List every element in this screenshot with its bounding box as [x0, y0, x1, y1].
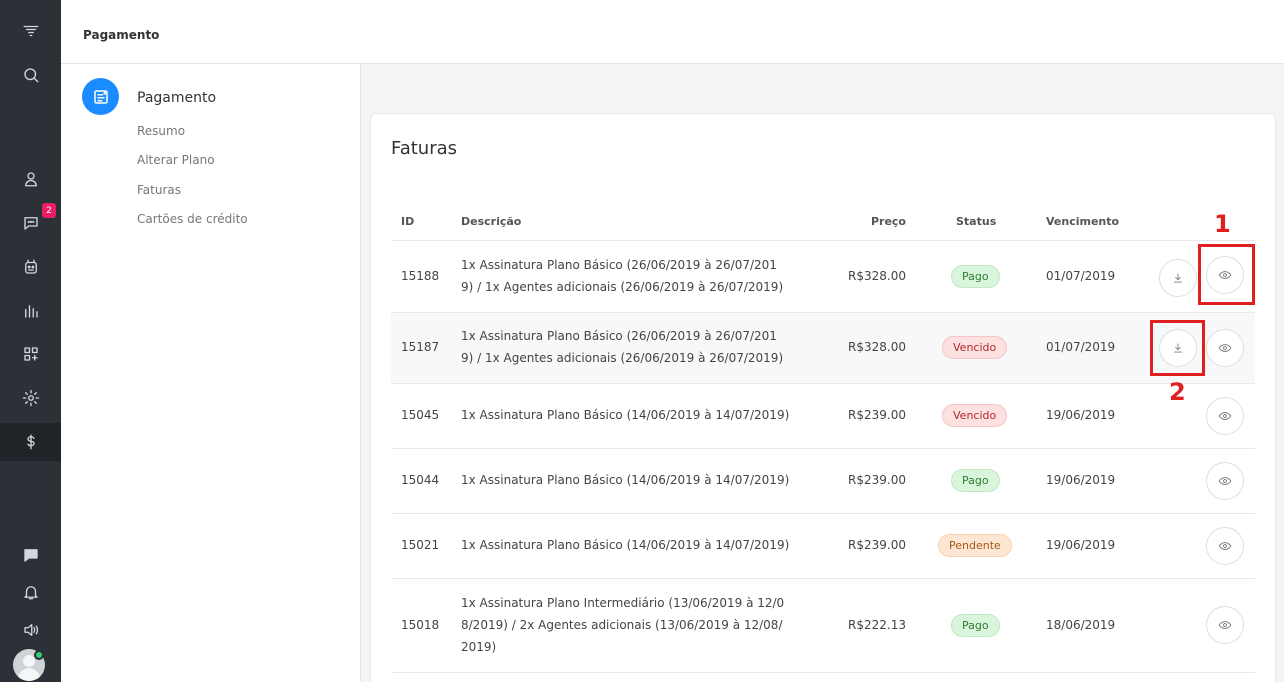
- search-icon[interactable]: [0, 57, 61, 93]
- subnav-link-cartoes[interactable]: Cartões de crédito: [137, 212, 248, 226]
- eye-icon: [1218, 477, 1232, 485]
- invoice-id: 15188: [401, 269, 440, 283]
- download-icon: [1174, 273, 1182, 283]
- view-button[interactable]: [1206, 527, 1244, 565]
- page-title: Pagamento: [83, 28, 160, 42]
- invoice-price: R$239.00: [848, 473, 906, 487]
- download-button[interactable]: [1159, 259, 1197, 297]
- table-row: 15021 1x Assinatura Plano Básico (14/06/…: [391, 514, 1255, 579]
- view-button[interactable]: [1206, 462, 1244, 500]
- col-price: Preço: [870, 215, 906, 228]
- download-icon: [1174, 343, 1182, 353]
- logo-icon[interactable]: [0, 13, 61, 49]
- invoice-id: 15021: [401, 538, 440, 552]
- invoice-id: 15187: [401, 340, 440, 354]
- table-row: 15188 1x Assinatura Plano Básico (26/06/…: [391, 242, 1255, 313]
- invoice-description: 1x Assinatura Plano Básico (14/06/2019 à…: [461, 473, 790, 487]
- col-status: Status: [956, 215, 997, 228]
- bot-icon[interactable]: [0, 249, 61, 285]
- eye-icon: [1218, 271, 1232, 279]
- volume-icon[interactable]: [0, 612, 61, 648]
- invoice-due-date: 19/06/2019: [1046, 538, 1116, 552]
- top-header: Pagamento: [61, 0, 1284, 64]
- invoice-due-date: 18/06/2019: [1046, 618, 1116, 632]
- messages-icon[interactable]: [0, 537, 61, 573]
- subnav-heading: Pagamento: [137, 90, 217, 106]
- table-row: 15018 1x Assinatura Plano Intermediário …: [391, 579, 1255, 673]
- annotation-marker-2: 2: [1169, 378, 1186, 406]
- eye-icon: [1218, 344, 1232, 352]
- view-button[interactable]: [1206, 397, 1244, 435]
- subnav-link-alterar-plano[interactable]: Alterar Plano: [137, 153, 215, 167]
- col-description: Descrição: [461, 215, 522, 228]
- invoice-price: R$239.00: [848, 408, 906, 422]
- payment-subnav: Pagamento Resumo Alterar Plano Faturas C…: [61, 64, 361, 682]
- status-badge: Vencido: [942, 336, 1008, 359]
- status-badge: Vencido: [942, 404, 1008, 427]
- invoice-due-date: 01/07/2019: [1046, 340, 1116, 354]
- invoices-card: Faturas ID Descrição Preço Status Vencim…: [370, 113, 1276, 682]
- table-row: 15187 1x Assinatura Plano Básico (26/06/…: [391, 313, 1255, 384]
- invoices-table-header: ID Descrição Preço Status Vencimento: [391, 211, 1255, 241]
- eye-icon: [1218, 542, 1232, 550]
- eye-icon: [1218, 621, 1232, 629]
- online-status-dot: [34, 650, 44, 660]
- settings-gear-icon[interactable]: [0, 380, 61, 416]
- view-button[interactable]: [1206, 256, 1244, 294]
- subnav-link-resumo[interactable]: Resumo: [137, 124, 186, 138]
- chat-badge: 2: [42, 203, 56, 218]
- invoice-price: R$222.13: [848, 618, 906, 632]
- subnav-link-faturas[interactable]: Faturas: [137, 183, 182, 197]
- invoice-description: 1x Assinatura Plano Básico (14/06/2019 à…: [461, 408, 790, 422]
- invoice-id: 15044: [401, 473, 440, 487]
- invoice-due-date: 01/07/2019: [1046, 269, 1116, 283]
- annotation-marker-1: 1: [1214, 210, 1231, 238]
- col-due: Vencimento: [1046, 215, 1120, 228]
- invoice-description: 1x Assinatura Plano Básico (14/06/2019 à…: [461, 538, 790, 552]
- eye-icon: [1218, 412, 1232, 420]
- table-row: 15045 1x Assinatura Plano Básico (14/06/…: [391, 384, 1255, 449]
- notifications-bell-icon[interactable]: [0, 574, 61, 610]
- billing-dollar-icon[interactable]: [0, 423, 61, 461]
- invoice-description: 1x Assinatura Plano Básico (26/06/2019 à…: [461, 258, 784, 294]
- contacts-icon[interactable]: [0, 161, 61, 197]
- invoice-id: 15018: [401, 618, 440, 632]
- view-button[interactable]: [1206, 606, 1244, 644]
- download-button[interactable]: [1159, 329, 1197, 367]
- integrations-icon[interactable]: [0, 336, 61, 372]
- invoice-due-date: 19/06/2019: [1046, 408, 1116, 422]
- icon-rail: 2: [0, 0, 61, 682]
- chat-bubbles-icon[interactable]: [0, 205, 61, 241]
- invoice-description: 1x Assinatura Plano Intermediário (13/06…: [461, 596, 785, 654]
- view-button[interactable]: [1206, 329, 1244, 367]
- invoice-price: R$328.00: [848, 340, 906, 354]
- invoice-id: 15045: [401, 408, 440, 422]
- col-id: ID: [401, 215, 415, 228]
- payment-document-icon: [82, 78, 119, 115]
- invoice-description: 1x Assinatura Plano Básico (26/06/2019 à…: [461, 329, 784, 365]
- invoice-due-date: 19/06/2019: [1046, 473, 1116, 487]
- status-badge: Pendente: [938, 534, 1012, 557]
- status-badge: Pago: [951, 265, 1000, 288]
- reports-icon[interactable]: [0, 293, 61, 329]
- status-badge: Pago: [951, 469, 1000, 492]
- annotation-box-1: [1198, 244, 1255, 305]
- invoices-title: Faturas: [391, 138, 458, 159]
- table-row: 15044 1x Assinatura Plano Básico (14/06/…: [391, 449, 1255, 514]
- invoice-price: R$328.00: [848, 269, 906, 283]
- invoice-price: R$239.00: [848, 538, 906, 552]
- annotation-box-2: [1150, 320, 1205, 376]
- status-badge: Pago: [951, 614, 1000, 637]
